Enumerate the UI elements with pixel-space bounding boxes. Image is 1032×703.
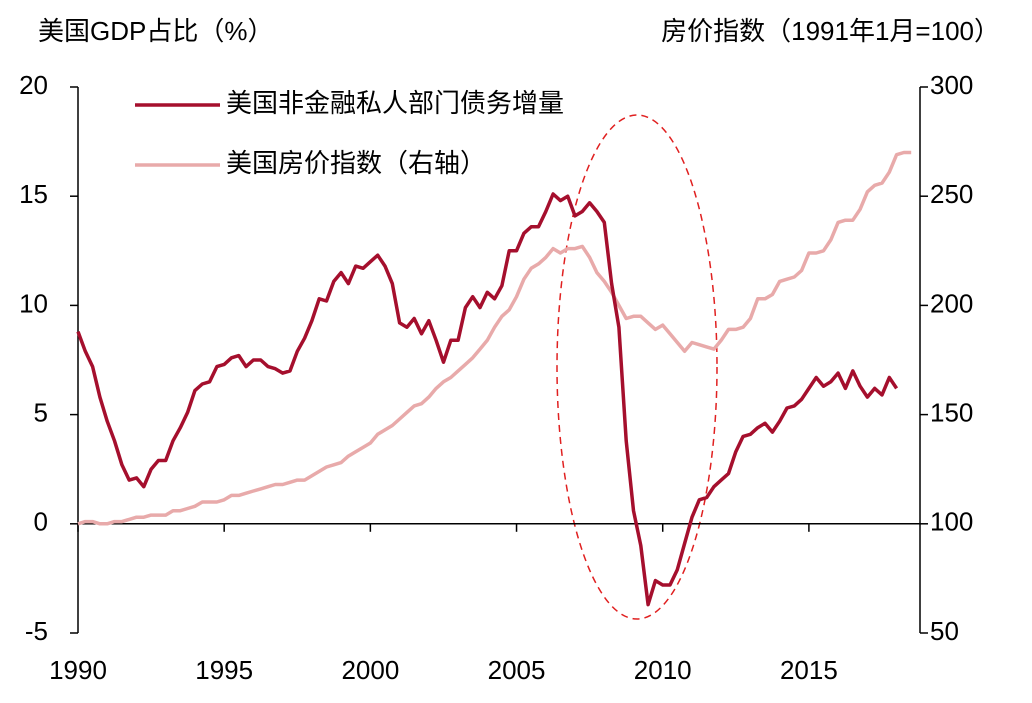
highlight-ellipse [556, 114, 718, 620]
y-axis-title: 美国GDP占比（%） [38, 16, 273, 46]
x-tick-label: 2010 [634, 655, 692, 685]
x-tick-label: 1995 [195, 655, 253, 685]
y2-tick-label: 50 [930, 616, 959, 646]
series-line [77, 150, 912, 526]
x-tick-label: 2000 [341, 655, 399, 685]
x-tick-label: 2005 [488, 655, 546, 685]
y2-axis-title: 房价指数（1991年1月=100） [661, 16, 1000, 46]
y-tick-label: 20 [19, 70, 48, 100]
x-tick-label: 1990 [49, 655, 107, 685]
y-tick-label: 15 [19, 179, 48, 209]
y2-tick-label: 200 [930, 288, 973, 318]
y2-tick-label: 250 [930, 179, 973, 209]
y-tick-label: 10 [19, 288, 48, 318]
legend-label: 美国非金融私人部门债务增量 [226, 88, 564, 118]
legend-label: 美国房价指数（右轴） [226, 148, 486, 178]
y2-tick-label: 300 [930, 70, 973, 100]
y-tick-label: -5 [25, 616, 48, 646]
y-tick-label: 5 [34, 397, 48, 427]
y2-tick-label: 150 [930, 397, 973, 427]
series-line [76, 192, 899, 607]
y-tick-label: 0 [34, 507, 48, 537]
x-tick-label: 2015 [780, 655, 838, 685]
y2-tick-label: 100 [930, 507, 973, 537]
